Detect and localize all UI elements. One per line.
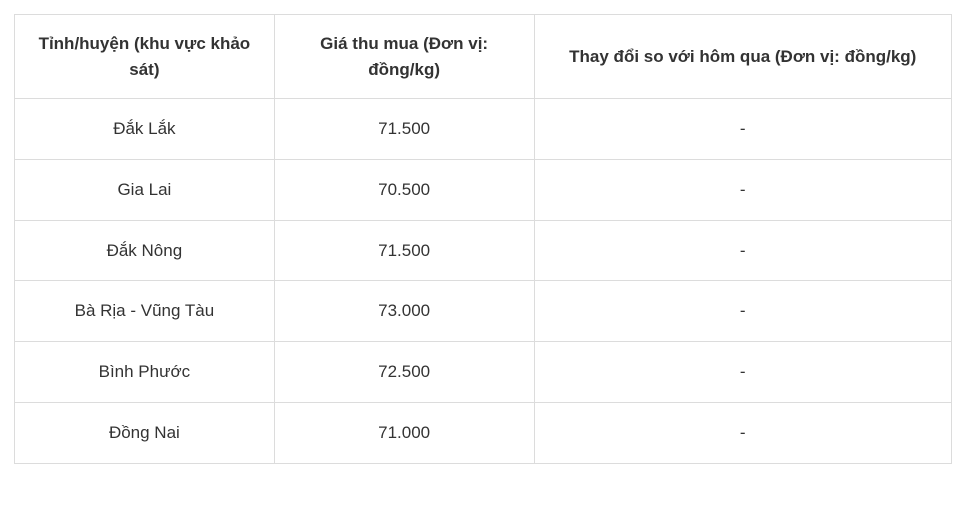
table-row: Bà Rịa - Vũng Tàu 73.000 - [15, 281, 952, 342]
cell-province: Bình Phước [15, 342, 275, 403]
cell-change: - [534, 99, 952, 160]
cell-province: Đắk Lắk [15, 99, 275, 160]
table-header-row: Tỉnh/huyện (khu vực khảo sát) Giá thu mu… [15, 15, 952, 99]
cell-province: Đồng Nai [15, 402, 275, 463]
cell-province: Đắk Nông [15, 220, 275, 281]
cell-change: - [534, 220, 952, 281]
cell-change: - [534, 281, 952, 342]
cell-price: 72.500 [274, 342, 534, 403]
header-change: Thay đổi so với hôm qua (Đơn vị: đồng/kg… [534, 15, 952, 99]
cell-province: Gia Lai [15, 159, 275, 220]
table-row: Đắk Lắk 71.500 - [15, 99, 952, 160]
cell-price: 73.000 [274, 281, 534, 342]
cell-province: Bà Rịa - Vũng Tàu [15, 281, 275, 342]
cell-price: 71.500 [274, 220, 534, 281]
table-row: Đắk Nông 71.500 - [15, 220, 952, 281]
price-table: Tỉnh/huyện (khu vực khảo sát) Giá thu mu… [14, 14, 952, 464]
cell-change: - [534, 342, 952, 403]
header-price: Giá thu mua (Đơn vị: đồng/kg) [274, 15, 534, 99]
cell-change: - [534, 159, 952, 220]
header-province: Tỉnh/huyện (khu vực khảo sát) [15, 15, 275, 99]
cell-price: 71.500 [274, 99, 534, 160]
cell-price: 70.500 [274, 159, 534, 220]
cell-price: 71.000 [274, 402, 534, 463]
table-row: Gia Lai 70.500 - [15, 159, 952, 220]
table-row: Bình Phước 72.500 - [15, 342, 952, 403]
table-row: Đồng Nai 71.000 - [15, 402, 952, 463]
cell-change: - [534, 402, 952, 463]
